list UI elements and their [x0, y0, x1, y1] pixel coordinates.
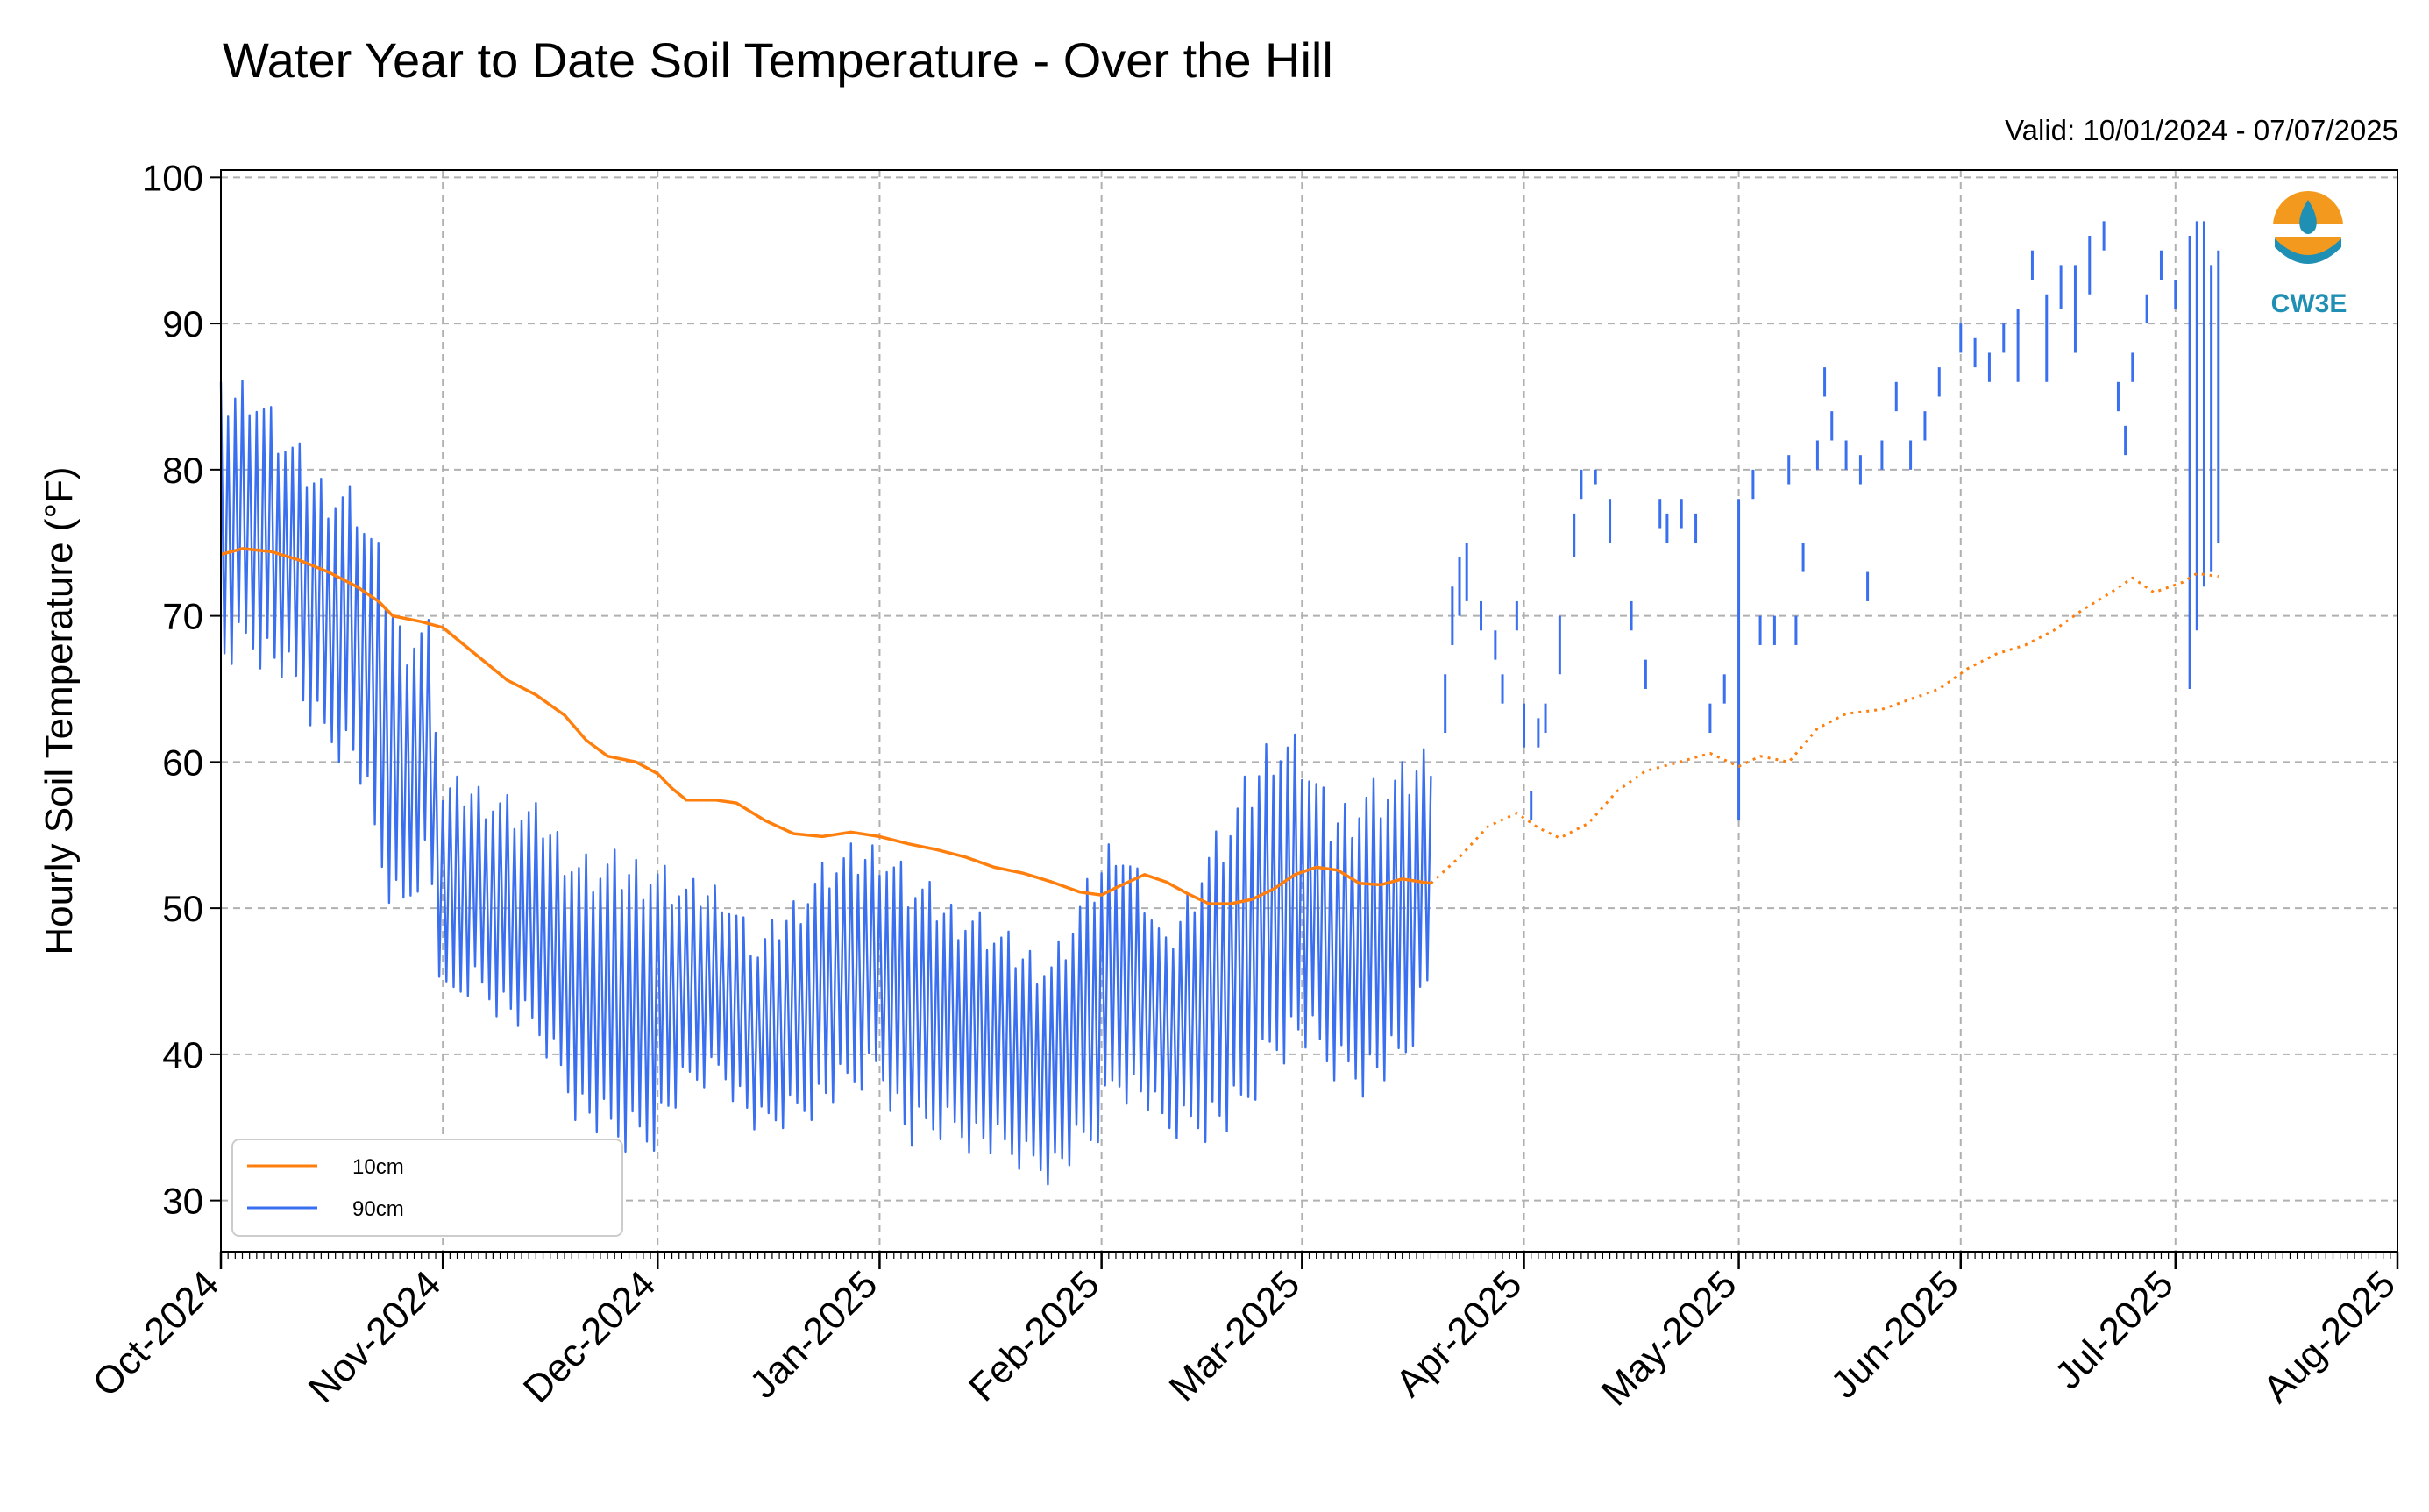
logo-wave-icon	[2275, 238, 2341, 264]
y-tick-label: 60	[162, 742, 203, 783]
legend-label-90cm: 90cm	[352, 1197, 404, 1221]
y-tick-label: 90	[162, 303, 203, 344]
series-10cm-line-solid	[220, 547, 1431, 905]
y-axis-label: Hourly Soil Temperature (°F)	[38, 466, 81, 955]
chart-title: Water Year to Date Soil Temperature - Ov…	[223, 32, 1333, 88]
y-axis: 30 40 50 60 70 80 90 100	[142, 157, 221, 1222]
logo-drop-icon	[2299, 200, 2317, 234]
plot-data	[219, 221, 2220, 1186]
series-90cm-line	[219, 380, 1432, 1186]
y-tick-label: 30	[162, 1181, 203, 1222]
y-tick-label: 40	[162, 1034, 203, 1075]
series-10cm-line-dotted	[1430, 571, 2219, 884]
legend-box	[231, 1139, 623, 1237]
cw3e-logo: CW3E	[2269, 191, 2348, 318]
chart-subtitle: Valid: 10/01/2024 - 07/07/2025	[2005, 114, 2398, 146]
y-tick-label: 80	[162, 450, 203, 491]
y-tick-label: 50	[162, 888, 203, 929]
y-tick-label: 70	[162, 596, 203, 637]
y-tick-label: 100	[142, 157, 203, 198]
logo-text: CW3E	[2271, 289, 2347, 318]
legend-label-10cm: 10cm	[352, 1155, 404, 1179]
legend: 10cm 90cm	[231, 1139, 623, 1237]
